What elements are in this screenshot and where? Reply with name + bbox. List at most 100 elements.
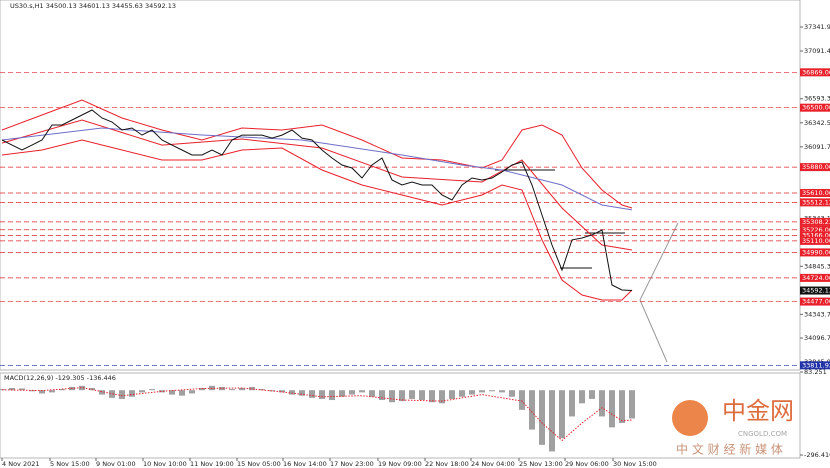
macd-bar	[489, 390, 495, 392]
macd-bar	[459, 390, 465, 397]
x-tick-label: 15 Nov 05:00	[237, 460, 281, 468]
x-tick-label: 11 Nov 19:00	[190, 460, 234, 468]
macd-bar	[499, 390, 505, 393]
macd-bar	[379, 390, 385, 401]
macd-bar	[359, 390, 365, 393]
macd-bar	[49, 390, 55, 393]
level-box	[800, 198, 830, 207]
level-label: 33811.92	[802, 361, 830, 369]
macd-bar	[159, 390, 165, 393]
macd-bar	[289, 390, 295, 395]
macd-bar	[199, 388, 205, 391]
level-label: 34477.00	[802, 298, 830, 306]
macd-bar	[439, 390, 445, 404]
x-tick-label: 19 Nov 09:00	[378, 460, 422, 468]
x-tick-label: 29 Nov 06:00	[565, 460, 609, 468]
level-label: 35512.12	[802, 198, 830, 206]
macd-bar	[519, 390, 525, 410]
y-tick-label: 34343.70	[804, 310, 830, 318]
main-frame	[0, 0, 801, 371]
macd-bar	[299, 390, 305, 396]
macd-tick-label: -296.416	[804, 451, 830, 459]
macd-bar	[109, 390, 115, 398]
indicator-line	[1, 119, 633, 251]
macd-bar	[369, 390, 375, 397]
price-label: 34592.13	[802, 287, 830, 295]
level-label: 36500.00	[802, 104, 830, 112]
macd-bar	[429, 390, 435, 403]
x-tick-label: 17 Nov 23:00	[330, 460, 374, 468]
indicator-line	[1, 139, 633, 301]
level-box	[800, 361, 830, 370]
arrow	[639, 299, 668, 363]
price-line	[1, 109, 633, 291]
y-tick-label: 37091.40	[804, 47, 830, 55]
level-label: 34724.00	[802, 274, 830, 282]
level-label: 35166.00	[802, 232, 830, 240]
level-label: 35226.00	[802, 226, 830, 234]
macd-bar	[579, 390, 585, 404]
level-box	[800, 297, 830, 306]
macd-bar	[89, 388, 95, 391]
macd-bar	[219, 386, 225, 391]
watermark-site: CNGOLD.COM	[738, 430, 787, 438]
y-tick-label: 34845.30	[804, 262, 830, 270]
x-tick-label: 9 Nov 01:00	[96, 460, 136, 468]
level-label: 36869.00	[802, 68, 830, 76]
x-tick-label: 10 Nov 10:00	[143, 460, 187, 468]
level-box	[800, 188, 830, 197]
level-label: 35308.23	[802, 218, 830, 226]
y-tick-label: 34096.70	[804, 334, 830, 342]
level-label: 34990.00	[802, 248, 830, 256]
macd-bar	[589, 390, 595, 399]
x-tick-label: 30 Nov 15:00	[613, 460, 657, 468]
logo	[672, 400, 708, 436]
y-tick-label: 36593.30	[804, 95, 830, 103]
signal-line	[1, 387, 633, 442]
x-tick-label: 4 Nov 2021	[2, 460, 40, 468]
macd-bar	[249, 386, 255, 391]
level-box	[800, 225, 830, 234]
indicator-line	[1, 99, 633, 209]
x-tick-label: 25 Nov 13:00	[519, 460, 563, 468]
level-box	[800, 68, 830, 77]
macd-tick-label: 83.251	[804, 368, 827, 376]
macd-bar	[399, 390, 405, 402]
level-box	[800, 217, 830, 226]
level-box	[800, 163, 830, 172]
macd-bar	[169, 390, 175, 395]
macd-bar	[609, 390, 615, 428]
macd-bar	[339, 390, 345, 397]
macd-bar	[319, 390, 325, 399]
macd-bar	[9, 388, 15, 391]
macd-bar	[569, 390, 575, 417]
macd-bar	[239, 388, 245, 391]
macd-bar	[479, 390, 485, 393]
x-tick-label: 24 Nov 04:00	[471, 460, 515, 468]
arrow	[639, 222, 679, 301]
level-box	[800, 236, 830, 245]
macd-bar	[629, 390, 635, 419]
y-tick-label: 37341.90	[804, 23, 830, 31]
macd-bar	[189, 390, 195, 394]
watermark-name: 中金网	[722, 397, 794, 425]
macd-bar	[599, 390, 605, 417]
macd-bar	[539, 390, 545, 445]
macd-frame	[0, 372, 801, 459]
macd-bar	[549, 390, 555, 452]
macd-bar	[449, 390, 455, 399]
price-box	[800, 286, 830, 295]
macd-bar	[39, 390, 45, 394]
macd-bar	[139, 390, 145, 393]
y-tick-label: 36342.50	[804, 119, 830, 127]
macd-bar	[279, 390, 285, 393]
macd-bar	[409, 390, 415, 399]
macd-bar	[19, 388, 25, 391]
macd-bar	[149, 389, 155, 391]
x-tick-label: 16 Nov 14:00	[283, 460, 327, 468]
macd-bar	[619, 390, 625, 423]
macd-label: MACD(12,26,9) -129.305 -136.446	[4, 374, 116, 382]
macd-bar	[469, 390, 475, 395]
y-tick-label: 36091.70	[804, 143, 830, 151]
